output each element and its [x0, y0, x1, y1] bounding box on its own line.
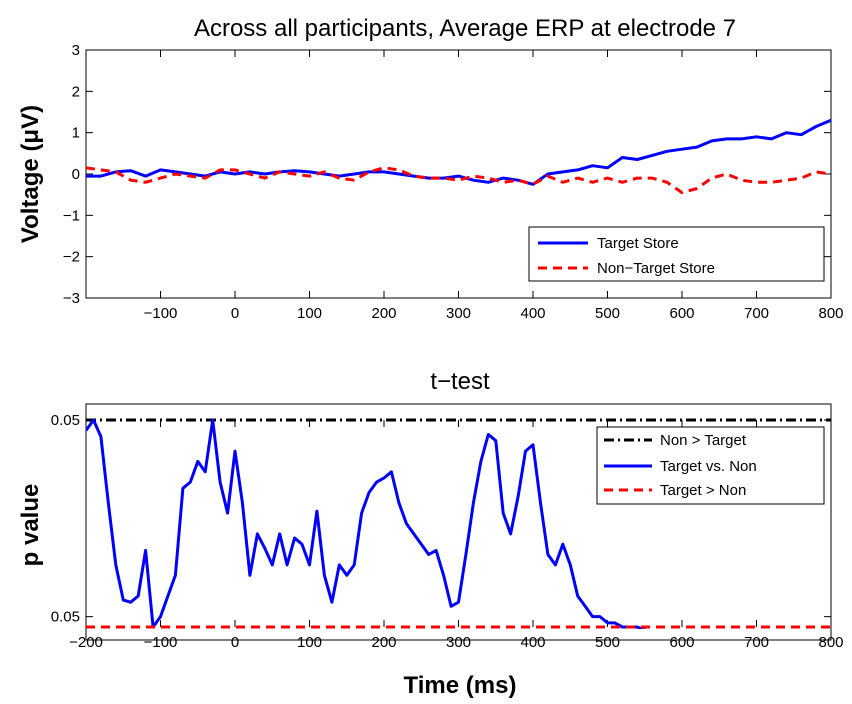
legend-label-target-store: Target Store — [597, 235, 679, 252]
erp-axis-ticks: −100 0 100 200 300 400 500 600 700 800 −3 −2 −1 0 1 2 3 — [63, 42, 844, 322]
ttest-chart: t−test −200 −100 0 100 200 300 400 500 600 700 800… — [17, 368, 844, 699]
x-tick-label: 500 — [595, 305, 620, 322]
x-tick-label: 200 — [371, 634, 396, 651]
x-tick-label: −100 — [144, 305, 178, 322]
x-tick-label: 700 — [744, 305, 769, 322]
x-tick-label: 600 — [669, 305, 694, 322]
x-tick-label: 800 — [818, 634, 843, 651]
series-line-1 — [86, 166, 831, 195]
legend-label-non-gt-target: Non > Target — [660, 432, 747, 449]
ttest-y-axis-label: p value — [17, 484, 44, 567]
ttest-legend: Non > Target Target vs. Non Target > Non — [596, 426, 825, 505]
y-tick-label: 0 — [72, 166, 80, 183]
x-tick-label: 100 — [297, 634, 322, 651]
x-tick-label: 600 — [669, 634, 694, 651]
x-tick-label: 0 — [231, 634, 239, 651]
x-tick-label: −100 — [144, 634, 178, 651]
x-tick-label: 300 — [446, 634, 471, 651]
erp-series-lines — [86, 118, 831, 195]
y-tick-label: 0.05 — [51, 412, 80, 429]
x-tick-label: 800 — [818, 305, 843, 322]
legend-label-non-target-store: Non−Target Store — [597, 260, 715, 277]
erp-chart: Across all participants, Average ERP at … — [17, 15, 844, 322]
erp-legend-box — [528, 226, 825, 282]
y-tick-label: 1 — [72, 125, 80, 142]
ttest-plot-area — [85, 403, 832, 641]
x-tick-label: 500 — [595, 634, 620, 651]
series-line-1 — [86, 418, 647, 629]
x-tick-label: 400 — [520, 305, 545, 322]
y-tick-label: 2 — [72, 83, 80, 100]
x-tick-label: 0 — [231, 305, 239, 322]
x-tick-label: −200 — [69, 634, 103, 651]
legend-label-target-gt-non: Target > Non — [660, 482, 746, 499]
x-tick-label: 100 — [297, 305, 322, 322]
ttest-axis-ticks: −200 −100 0 100 200 300 400 500 600 700 800 0.05 0.0… — [51, 412, 844, 651]
erp-chart-title: Across all participants, Average ERP at … — [194, 15, 736, 42]
erp-y-axis-label: Voltage (μV) — [17, 105, 44, 243]
x-tick-label: 300 — [446, 305, 471, 322]
ttest-x-axis-label: Time (ms) — [404, 672, 517, 699]
erp-legend: Target Store Non−Target Store — [528, 226, 825, 282]
y-tick-label: −2 — [63, 249, 80, 266]
legend-label-target-vs-non: Target vs. Non — [660, 458, 757, 475]
x-tick-label: 200 — [371, 305, 396, 322]
x-tick-label: 700 — [744, 634, 769, 651]
ttest-series-lines — [86, 418, 831, 629]
y-tick-label: −3 — [63, 290, 80, 307]
series-line-0 — [86, 118, 831, 186]
x-tick-label: 400 — [520, 634, 545, 651]
y-tick-label: −1 — [63, 207, 80, 224]
ttest-chart-title: t−test — [430, 368, 490, 395]
y-tick-label: 0.05 — [51, 609, 80, 626]
y-tick-label: 3 — [72, 42, 80, 59]
